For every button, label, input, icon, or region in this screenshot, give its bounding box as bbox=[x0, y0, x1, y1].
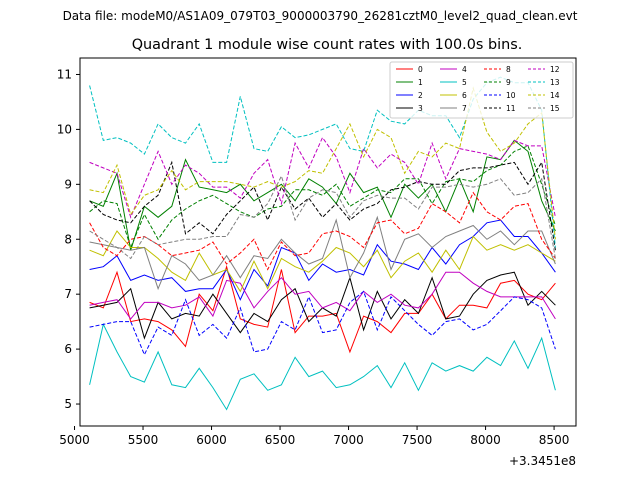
y-tick-label: 5 bbox=[64, 397, 72, 411]
x-tick-label: 7500 bbox=[402, 433, 433, 447]
series-line-10 bbox=[89, 290, 556, 356]
legend-box bbox=[389, 61, 574, 119]
x-tick-label: 7000 bbox=[333, 433, 364, 447]
y-tick-label: 7 bbox=[64, 287, 72, 301]
legend-label-3: 3 bbox=[418, 104, 423, 113]
series-line-1 bbox=[89, 139, 556, 251]
legend-label-2: 2 bbox=[418, 91, 423, 100]
legend-label-13: 13 bbox=[550, 78, 560, 87]
legend-label-8: 8 bbox=[506, 65, 511, 74]
legend-label-14: 14 bbox=[550, 91, 560, 100]
y-tick-label: 9 bbox=[64, 177, 72, 191]
legend-label-4: 4 bbox=[462, 65, 467, 74]
legend-label-12: 12 bbox=[550, 65, 560, 74]
series-line-12 bbox=[89, 136, 556, 219]
series-line-0 bbox=[89, 264, 556, 354]
legend-label-9: 9 bbox=[506, 78, 511, 87]
axes-frame bbox=[79, 57, 577, 427]
x-tick-label: 5500 bbox=[128, 433, 159, 447]
x-axis: 5000 5500 6000 6500 7000 7500 8000 8500 bbox=[59, 426, 569, 447]
series-line-9 bbox=[89, 145, 556, 249]
legend-label-7: 7 bbox=[462, 104, 467, 113]
x-tick-label: 6500 bbox=[265, 433, 296, 447]
legend-label-15: 15 bbox=[550, 104, 560, 113]
series-layer bbox=[89, 76, 556, 411]
x-tick-label: 8500 bbox=[539, 433, 570, 447]
chart-title: Quadrant 1 module wise count rates with … bbox=[132, 37, 523, 53]
x-offset-label: +3.3451e8 bbox=[509, 454, 576, 468]
series-line-4 bbox=[89, 271, 556, 320]
y-axis: 5 6 7 8 9 10 11 bbox=[57, 67, 80, 411]
series-line-7 bbox=[89, 215, 556, 291]
x-tick-label: 6000 bbox=[196, 433, 227, 447]
chart-suptitle: Data file: modeM0/AS1A09_079T03_90000037… bbox=[63, 9, 578, 23]
legend-label-10: 10 bbox=[506, 91, 516, 100]
series-line-8 bbox=[89, 191, 556, 271]
y-tick-label: 6 bbox=[64, 342, 72, 356]
legend-label-0: 0 bbox=[418, 65, 423, 74]
series-line-5 bbox=[89, 322, 556, 411]
legend-label-1: 1 bbox=[418, 78, 423, 87]
legend-label-5: 5 bbox=[462, 78, 467, 87]
series-line-15 bbox=[89, 174, 556, 260]
legend-label-6: 6 bbox=[462, 91, 467, 100]
series-line-2 bbox=[89, 219, 556, 301]
x-tick-label: 5000 bbox=[59, 433, 90, 447]
y-tick-label: 11 bbox=[57, 67, 72, 81]
y-tick-label: 8 bbox=[64, 232, 72, 246]
legend-label-11: 11 bbox=[506, 104, 516, 113]
x-tick-label: 8000 bbox=[470, 433, 501, 447]
y-tick-label: 10 bbox=[57, 122, 72, 136]
